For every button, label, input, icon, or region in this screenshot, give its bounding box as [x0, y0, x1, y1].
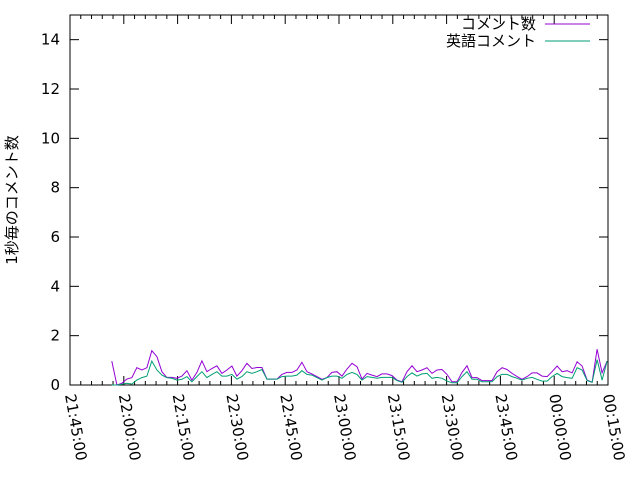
series-line-1 [111, 349, 608, 386]
x-tick-label: 21:45:00 [61, 393, 90, 462]
y-tick-label: 6 [50, 228, 60, 246]
x-tick-label: 00:15:00 [599, 393, 628, 462]
y-tick-label: 14 [41, 31, 60, 49]
y-tick-label: 4 [50, 277, 60, 295]
y-axis-label: 1秒毎のコメント数 [3, 135, 21, 265]
y-tick-label: 12 [41, 80, 60, 98]
axes: 0 2 4 6 8 10 12 14 21:45:00 22:00:00 22:15:00 22:30… [41, 14, 628, 462]
series-line-2 [111, 359, 608, 386]
x-tick-label: 22:00:00 [115, 393, 144, 462]
legend-label: 英語コメント [446, 32, 536, 50]
plot-border [69, 14, 609, 386]
x-tick-label: 22:15:00 [169, 393, 198, 462]
y-tick-label: 10 [41, 129, 60, 147]
x-tick-label: 22:45:00 [276, 393, 305, 462]
x-tick-label: 23:45:00 [491, 393, 520, 462]
x-tick-label: 22:30:00 [222, 393, 251, 462]
x-tick-label: 23:30:00 [438, 393, 467, 462]
legend-label: コメント数 [461, 15, 536, 33]
y-tick-label: 2 [50, 327, 60, 345]
x-tick-label: 23:15:00 [384, 393, 413, 462]
series-group [111, 349, 608, 386]
y-tick-label: 0 [50, 376, 60, 394]
x-tick-label: 00:00:00 [545, 393, 574, 462]
x-tick-label: 23:00:00 [330, 393, 359, 462]
y-tick-label: 8 [50, 179, 60, 197]
